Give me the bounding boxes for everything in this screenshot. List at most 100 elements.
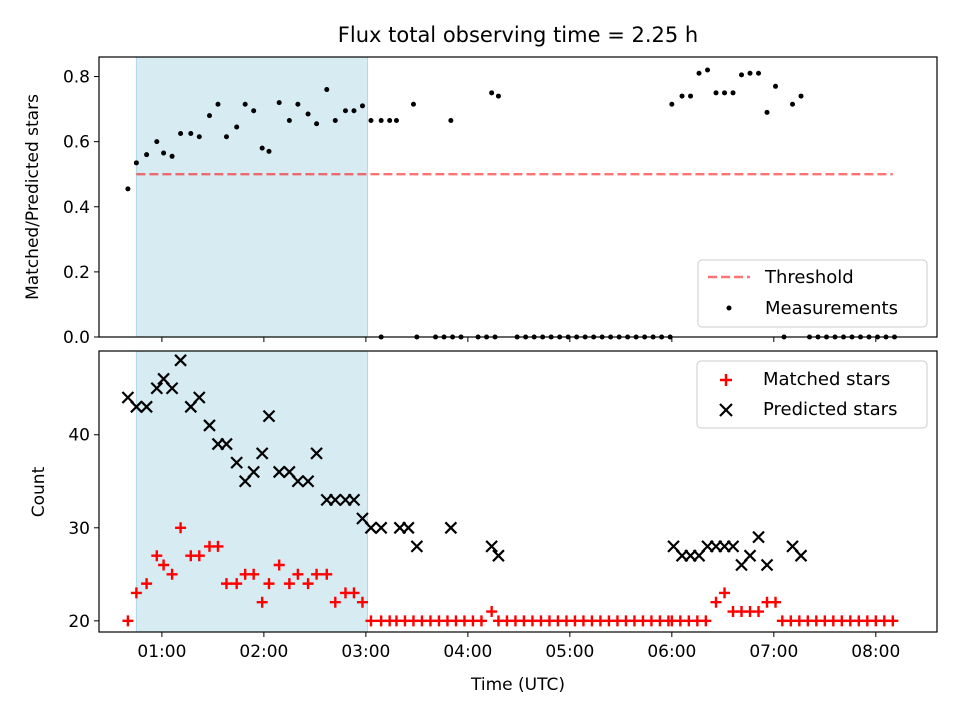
x-tick-label: 02:00 (239, 642, 288, 662)
matched-star-point (365, 615, 377, 627)
measurement-point (368, 117, 374, 123)
measurement-point (739, 72, 745, 78)
measurement-point (705, 67, 711, 73)
matched-star-point (700, 615, 712, 627)
measurement-point (448, 117, 454, 123)
top-y-axis-label: Matched/Predicted stars (23, 94, 43, 300)
matched-legend-label: Matched stars (763, 369, 890, 390)
matched-star-point (356, 596, 368, 608)
measurement-point (154, 139, 160, 145)
measurements-legend-swatch (726, 305, 732, 311)
measurement-point (342, 108, 348, 114)
predicted-star-point (230, 456, 243, 469)
matched-star-point (263, 578, 275, 590)
matched-star-point (321, 568, 333, 580)
matched-star-point (130, 587, 142, 599)
threshold-legend-label: Threshold (764, 267, 854, 288)
measurement-point (696, 70, 702, 76)
predicted-star-point (760, 558, 774, 572)
matched-star-point (486, 606, 498, 618)
predicted-star-point (492, 549, 505, 562)
predicted-star-point (193, 391, 206, 404)
predicted-star-point (364, 521, 378, 535)
measurement-point (286, 117, 292, 123)
measurement-point (215, 101, 221, 107)
measurement-point (713, 90, 719, 96)
observing-window-shade (135, 56, 369, 338)
measurement-point (688, 93, 694, 99)
chart-title: Flux total observing time = 2.25 h (338, 23, 698, 47)
measurement-point (178, 131, 184, 137)
measurement-point (144, 152, 150, 158)
matched-star-point (212, 540, 224, 552)
matched-star-point (248, 568, 260, 580)
matched-star-point (770, 596, 782, 608)
predicted-star-point (165, 381, 179, 395)
predicted-star-point (410, 540, 424, 553)
measurement-point (798, 93, 804, 99)
bottom-legend: Matched stars Predicted stars (696, 360, 928, 429)
matched-star-point (193, 550, 205, 562)
top-legend: Threshold Measurements (697, 259, 928, 328)
matched-legend-swatch (720, 374, 732, 386)
measurement-point (764, 109, 770, 115)
predicted-star-point (743, 549, 757, 562)
matched-star-point (887, 615, 899, 627)
x-tick-label: 07:00 (749, 642, 798, 662)
measurement-point (790, 101, 796, 107)
matched-star-point (220, 578, 232, 590)
measurement-point (773, 83, 779, 89)
predicted-star-point (130, 400, 143, 414)
measurement-point (188, 131, 194, 137)
measurement-point (378, 117, 384, 123)
matched-star-point (273, 559, 285, 571)
measurement-point (234, 124, 240, 130)
measurement-point (489, 90, 495, 96)
x-tick-label: 03:00 (341, 642, 390, 662)
measurement-point (161, 150, 167, 156)
measurement-point (206, 113, 212, 119)
matched-star-point (710, 596, 722, 608)
bottom-y-axis-label: Count (29, 466, 49, 517)
predicted-star-point (752, 530, 765, 544)
measurement-point (196, 134, 202, 140)
measurement-point (169, 153, 175, 159)
predicted-star-point (726, 540, 740, 553)
predicted-star-point (794, 549, 808, 562)
predicted-star-point (140, 400, 153, 414)
predicted-star-point (310, 447, 323, 460)
predicted-legend-swatch (719, 403, 733, 417)
predicted-star-point (255, 447, 269, 460)
y-tick-label: 0.2 (63, 263, 90, 283)
x-tick-label: 01:00 (137, 642, 186, 662)
measurement-point (314, 121, 320, 127)
matched-star-point (175, 522, 187, 534)
predicted-star-point (347, 493, 361, 507)
matched-star-point (292, 568, 304, 580)
predicted-star-point (272, 465, 286, 479)
measurement-point (223, 134, 229, 140)
matched-star-point (348, 587, 360, 599)
matched-star-point (329, 596, 341, 608)
measurement-point (359, 103, 365, 109)
matched-star-point (311, 568, 323, 580)
x-tick-label: 06:00 (647, 642, 696, 662)
measurements-legend-label: Measurements (765, 298, 898, 319)
measurement-point (722, 90, 728, 96)
measurement-point (387, 117, 393, 123)
measurement-point (679, 93, 685, 99)
y-tick-label: 40 (68, 426, 90, 446)
x-tick-label: 08:00 (851, 642, 900, 662)
matched-star-point (231, 578, 243, 590)
observing-window-shade (135, 350, 369, 633)
x-tick-label: 05:00 (545, 642, 594, 662)
matched-star-point (256, 596, 268, 608)
measurement-point (251, 108, 257, 114)
matched-star-point (283, 578, 295, 590)
matched-star-point (753, 606, 765, 618)
measurement-point (351, 108, 357, 114)
y-tick-label: 0.4 (63, 198, 90, 218)
predicted-star-point (291, 474, 305, 488)
matched-star-point (122, 615, 134, 627)
top-legend-box (697, 259, 928, 328)
